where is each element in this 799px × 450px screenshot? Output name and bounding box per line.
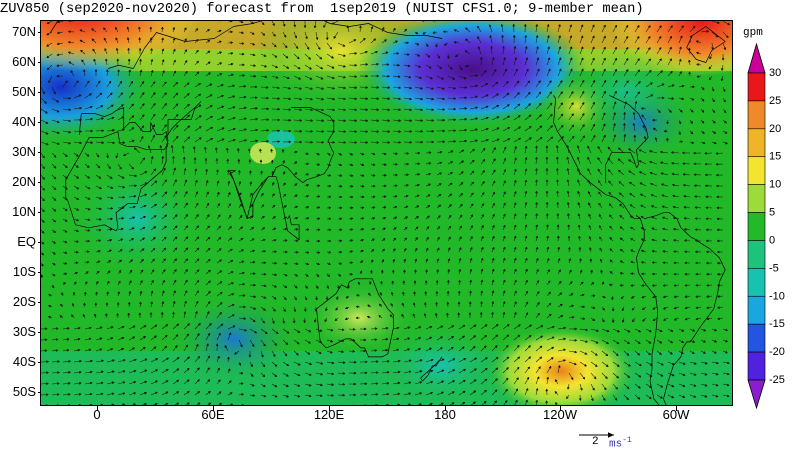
svg-text:20: 20 (769, 123, 781, 135)
svg-text:15: 15 (769, 151, 781, 163)
svg-text:10: 10 (769, 179, 781, 191)
svg-text:-10: -10 (769, 290, 785, 302)
svg-text:0: 0 (769, 235, 775, 247)
svg-text:-20: -20 (769, 346, 785, 358)
svg-text:5: 5 (769, 207, 775, 219)
svg-text:-5: -5 (769, 262, 779, 274)
svg-text:-15: -15 (769, 318, 785, 330)
svg-text:gpm: gpm (743, 27, 763, 39)
svg-text:25: 25 (769, 95, 781, 107)
svg-text:-25: -25 (769, 374, 785, 386)
svg-text:30: 30 (769, 67, 781, 79)
